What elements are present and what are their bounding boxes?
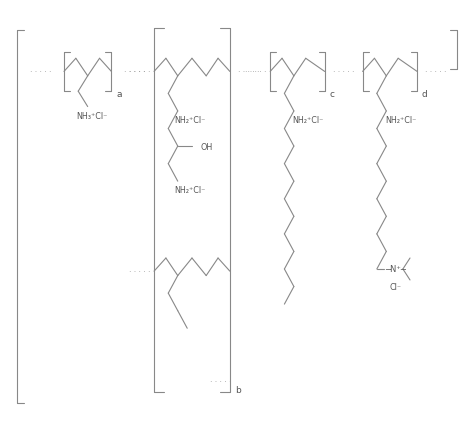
Text: NH₂⁺Cl⁻: NH₂⁺Cl⁻: [174, 186, 205, 195]
Text: · · · · ·: · · · · ·: [238, 68, 260, 77]
Text: · · · · ·: · · · · ·: [124, 68, 146, 77]
Text: · · · · ·: · · · · ·: [129, 68, 151, 77]
Text: · · · · ·: · · · · ·: [333, 68, 355, 77]
Text: ─N⁺─: ─N⁺─: [385, 265, 406, 274]
Text: b: b: [235, 385, 240, 394]
Text: a: a: [116, 90, 122, 99]
Text: NH₂⁺Cl⁻: NH₂⁺Cl⁻: [292, 116, 324, 125]
Text: · · · · ·: · · · · ·: [425, 68, 447, 77]
Text: Cl⁻: Cl⁻: [390, 283, 402, 291]
Text: · · · · ·: · · · · ·: [210, 378, 231, 386]
Text: OH: OH: [200, 142, 212, 151]
Text: · · · · ·: · · · · ·: [129, 267, 151, 276]
Text: NH₃⁺Cl⁻: NH₃⁺Cl⁻: [77, 112, 108, 120]
Text: NH₂⁺Cl⁻: NH₂⁺Cl⁻: [174, 116, 205, 125]
Text: · · · · ·: · · · · ·: [245, 68, 267, 77]
Text: · · · · ·: · · · · ·: [29, 68, 51, 77]
Text: d: d: [422, 90, 428, 99]
Text: NH₂⁺Cl⁻: NH₂⁺Cl⁻: [385, 116, 416, 125]
Text: c: c: [329, 90, 335, 99]
